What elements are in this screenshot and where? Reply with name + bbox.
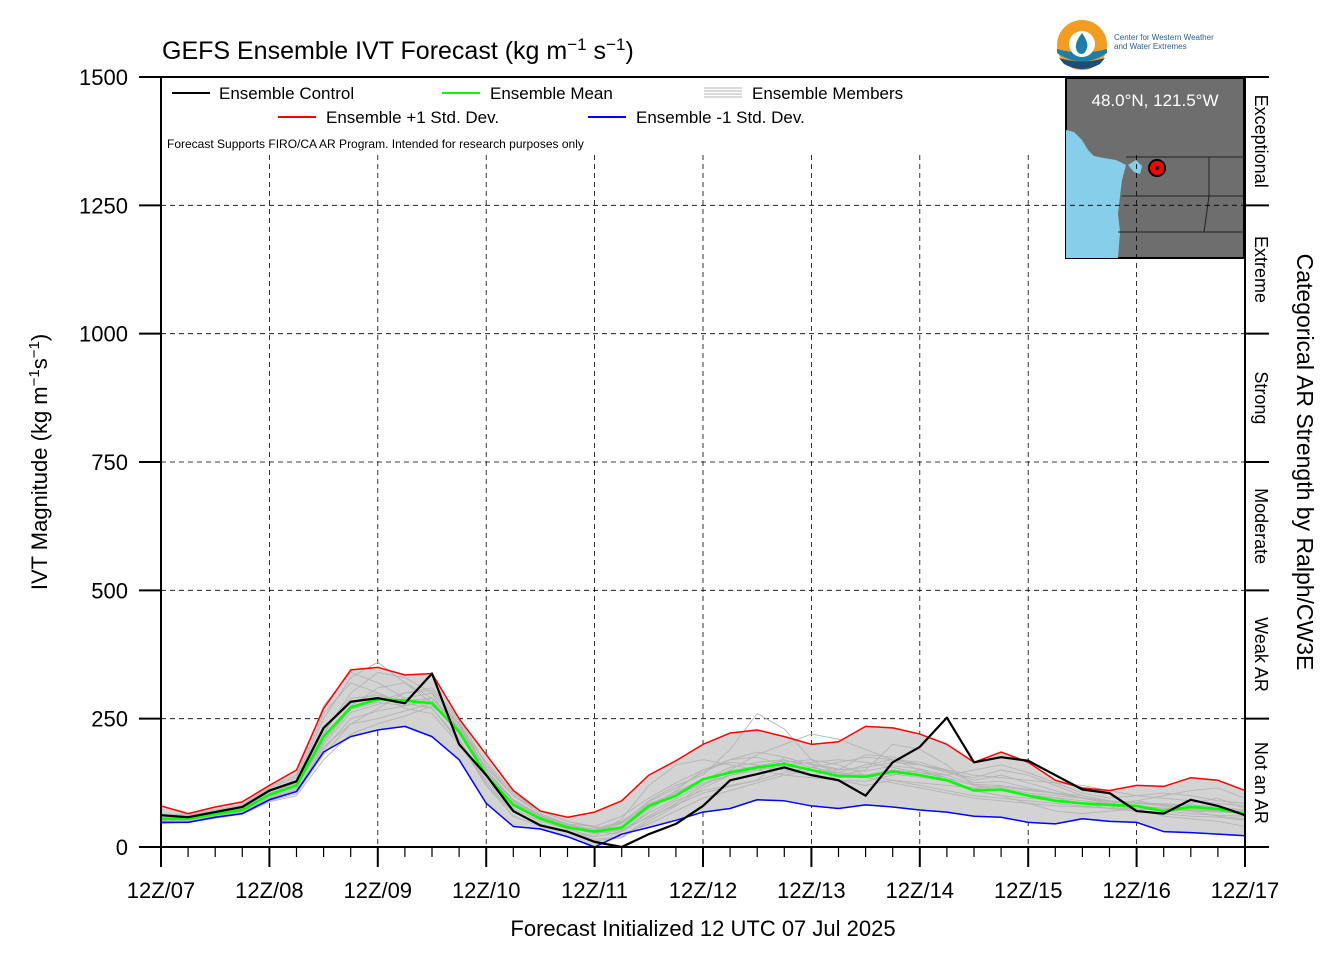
ensemble-member-line-m02 [160, 661, 1246, 833]
x-tick-label: 12Z/07 [127, 878, 196, 903]
axes: 0 250 500 750 1000 1250 1500 12Z/07 12Z/08 12Z/09… [79, 65, 1279, 903]
y-tick-label: 750 [91, 450, 128, 475]
category-label: Exceptional [1251, 95, 1271, 188]
ensemble-member-line-m08 [161, 682, 1246, 840]
x-axis-title: Forecast Initialized 12 UTC 07 Jul 2025 [510, 916, 895, 941]
svg-text:Strong: Strong [1251, 371, 1271, 424]
ocean-area [1066, 130, 1126, 258]
svg-text:Ensemble -1 Std. Dev.: Ensemble -1 Std. Dev. [636, 108, 805, 127]
legend: Ensemble Control Ensemble Mean Ensemble … [172, 84, 903, 127]
x-tick-label: 12Z/11 [561, 878, 628, 903]
right-axis-title: Categorical AR Strength by Ralph/CW3E [1292, 254, 1318, 671]
ensemble-member-line-m07 [160, 702, 1246, 835]
x-tick-label: 12Z/08 [235, 878, 304, 903]
y-tick-label: 1500 [79, 65, 128, 90]
disclaimer-note: Forecast Supports FIRO/CA AR Program. In… [167, 137, 584, 151]
legend-item-minus-std: Ensemble -1 Std. Dev. [588, 108, 805, 127]
border-lines [1118, 156, 1244, 233]
svg-text:Ensemble +1 Std. Dev.: Ensemble +1 Std. Dev. [326, 108, 499, 127]
location-map: 48.0°N, 121.5°W [1065, 77, 1245, 259]
legend-item-members: Ensemble Members [704, 84, 903, 103]
x-tick-label: 12Z/09 [344, 878, 413, 903]
ensemble-member-line-m14 [160, 697, 1246, 834]
category-label: Strong [1251, 371, 1271, 424]
y-axis-title: IVT Magnitude (kg m−1s−1) [26, 334, 52, 590]
y-tick-label: 1000 [79, 322, 128, 347]
category-label: Weak AR [1251, 617, 1271, 692]
y-tick-label: 0 [116, 835, 128, 860]
x-tick-label: 12Z/16 [1102, 878, 1171, 903]
logo-text-line-1: Center for Western Weather [1114, 33, 1214, 42]
cw3e-logo: Center for Western Weather and Water Ext… [1056, 18, 1246, 74]
ensemble-member-line-m05 [160, 692, 1246, 830]
svg-text:Ensemble Control: Ensemble Control [219, 84, 354, 103]
svg-text:Ensemble Mean: Ensemble Mean [490, 84, 613, 103]
plot-area [160, 661, 1246, 849]
y-tick-label: 250 [91, 707, 128, 732]
x-tick-label: 12Z/13 [777, 878, 846, 903]
x-tick-label: 12Z/14 [886, 878, 955, 903]
y-tick-label: 500 [91, 578, 128, 603]
series-line-ensemble-control [160, 672, 1246, 849]
svg-text:Not an AR: Not an AR [1251, 742, 1271, 824]
series-line-ensemble-1-std-dev [160, 666, 1246, 818]
x-tick-label: 12Z/12 [669, 878, 738, 903]
svg-text:Moderate: Moderate [1251, 488, 1271, 564]
category-label: Not an AR [1251, 742, 1271, 824]
legend-item-control: Ensemble Control [172, 84, 354, 103]
location-label: 48.0°N, 121.5°W [1092, 91, 1219, 110]
svg-text:Ensemble Members: Ensemble Members [752, 84, 903, 103]
x-tick-label: 12Z/15 [994, 878, 1063, 903]
logo-text-line-2: and Water Extremes [1114, 42, 1187, 51]
chart-title: GEFS Ensemble IVT Forecast (kg m−1 s−1) [162, 35, 634, 65]
svg-text:Exceptional: Exceptional [1251, 95, 1271, 188]
x-tick-label: 12Z/17 [1211, 878, 1280, 903]
ensemble-member-line-m03 [160, 687, 1246, 833]
legend-item-plus-std: Ensemble +1 Std. Dev. [278, 108, 499, 127]
series-line-ensemble-1-std-dev [161, 725, 1246, 848]
svg-text:Weak AR: Weak AR [1251, 617, 1271, 692]
puget-sound [1128, 160, 1142, 174]
category-label: Moderate [1251, 488, 1271, 564]
x-tick-label: 12Z/10 [452, 878, 521, 903]
category-label: Extreme [1251, 236, 1271, 303]
svg-text:IVT Magnitude (kg m−1s−1): IVT Magnitude (kg m−1s−1) [26, 334, 52, 590]
series-line-ensemble-mean [161, 697, 1246, 833]
svg-text:Categorical AR Strength by Ral: Categorical AR Strength by Ralph/CW3E [1292, 254, 1318, 671]
y-tick-label: 1250 [79, 193, 128, 218]
std-dev-band [161, 667, 1245, 847]
svg-text:Extreme: Extreme [1251, 236, 1271, 303]
legend-item-mean: Ensemble Mean [442, 84, 613, 103]
ensemble-member-line-m01 [160, 671, 1246, 838]
